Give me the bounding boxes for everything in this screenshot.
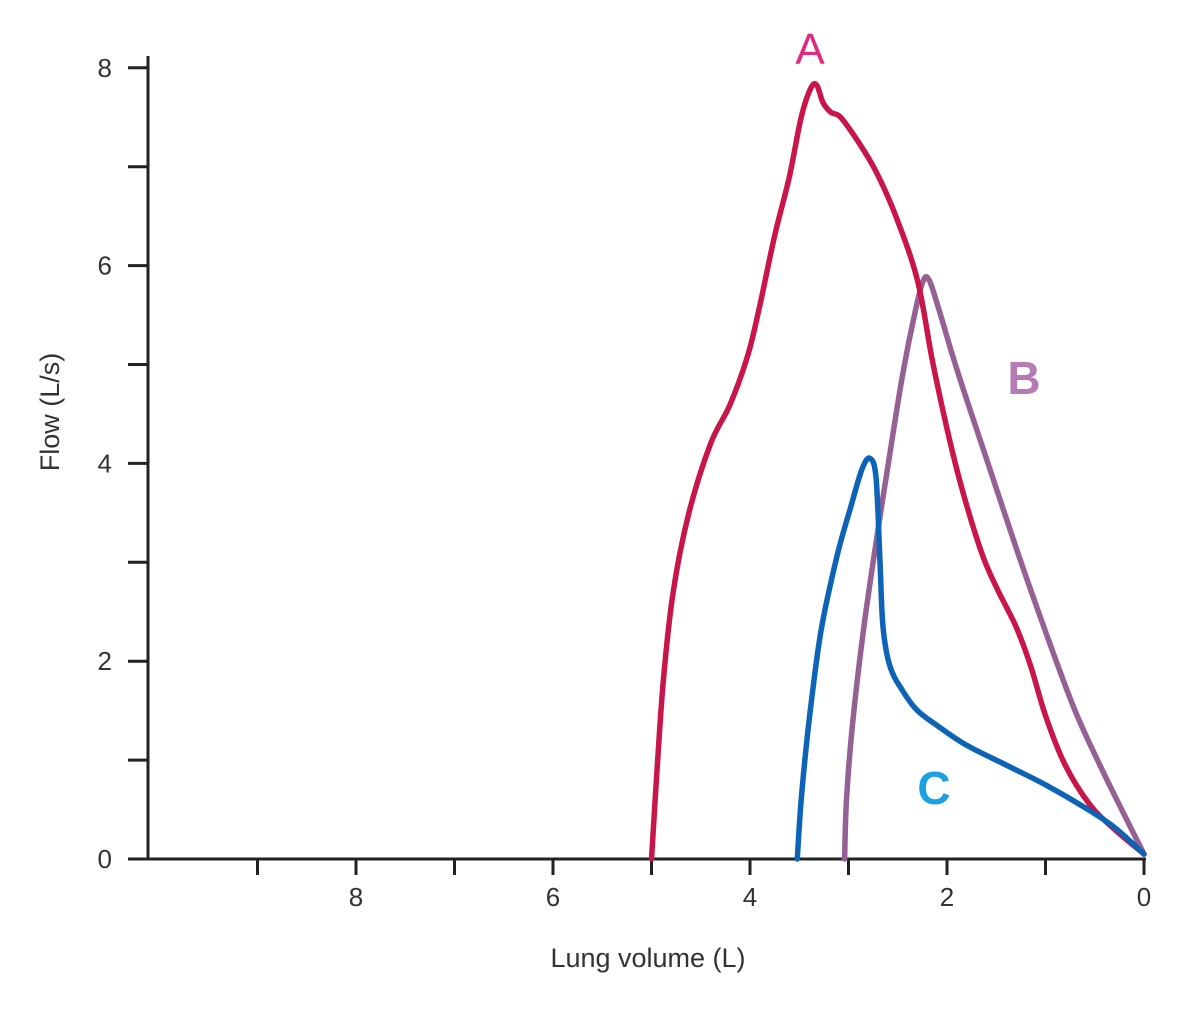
- y-tick-label: 4: [98, 448, 112, 478]
- y-tick-label: 6: [98, 251, 112, 281]
- series-label-b: B: [1007, 352, 1040, 404]
- series-line-c: [794, 455, 1147, 862]
- x-tick-label: 0: [1137, 882, 1151, 912]
- y-tick-label: 2: [98, 646, 112, 676]
- y-tick-label: 0: [98, 844, 112, 874]
- series-line-a: [648, 80, 1147, 862]
- x-tick-label: 8: [349, 882, 363, 912]
- x-tick-label: 6: [546, 882, 560, 912]
- y-axis-title: Flow (L/s): [35, 353, 65, 472]
- series-label-a: A: [795, 25, 825, 74]
- series-lines: [648, 80, 1147, 862]
- series-line-b: [841, 273, 1147, 862]
- x-tick-label: 4: [743, 882, 757, 912]
- axes: [146, 56, 1146, 861]
- tick-marks: [128, 66, 1146, 875]
- y-tick-label: 8: [98, 53, 112, 83]
- series-label-c: C: [917, 762, 950, 814]
- x-axis-title: Lung volume (L): [550, 943, 745, 973]
- curve-labels: A B C: [795, 25, 1040, 814]
- tick-labels: 0 2 4 6 8 8 6 4 2 0: [98, 53, 1152, 912]
- x-tick-label: 2: [940, 882, 954, 912]
